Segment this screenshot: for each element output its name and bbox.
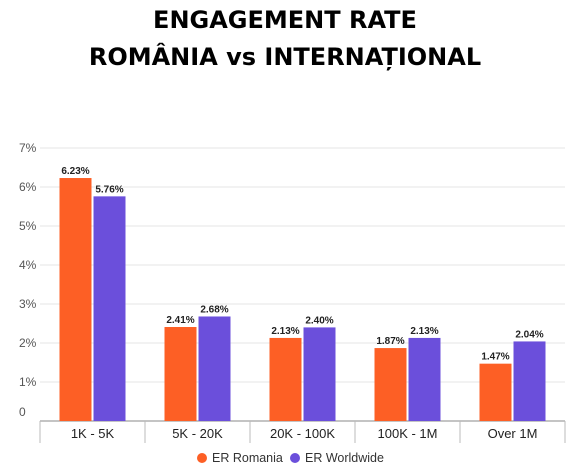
data-label: 1.87% bbox=[376, 336, 404, 347]
bar-worldwide bbox=[93, 196, 126, 421]
bar-worldwide bbox=[408, 337, 441, 421]
legend-label: ER Romania bbox=[212, 451, 283, 465]
data-label: 2.68% bbox=[200, 304, 228, 315]
bar-romania bbox=[164, 327, 197, 421]
y-tick-label: 5% bbox=[19, 219, 37, 233]
data-label: 2.40% bbox=[305, 315, 333, 326]
bar-worldwide bbox=[198, 316, 231, 421]
y-tick-label: 1% bbox=[19, 375, 37, 389]
chart-title-line-1: ENGAGEMENT RATE bbox=[153, 6, 417, 34]
data-label: 5.76% bbox=[95, 184, 123, 195]
y-tick-label: 4% bbox=[19, 258, 37, 272]
bar-romania bbox=[59, 178, 92, 421]
bar-romania bbox=[374, 348, 407, 421]
y-tick-label: 6% bbox=[19, 180, 37, 194]
chart-title-line-2: ROMÂNIA vs INTERNAȚIONAL bbox=[88, 43, 482, 71]
data-label: 2.13% bbox=[271, 326, 299, 337]
legend-label: ER Worldwide bbox=[305, 451, 384, 465]
data-label: 2.04% bbox=[515, 329, 543, 340]
x-tick-label: 20K - 100K bbox=[270, 426, 335, 441]
x-tick-label: 100K - 1M bbox=[378, 426, 438, 441]
bar-romania bbox=[479, 363, 512, 421]
y-tick-label: 3% bbox=[19, 297, 37, 311]
data-label: 1.47% bbox=[481, 352, 509, 363]
x-tick-label: 5K - 20K bbox=[172, 426, 223, 441]
chart-title: ENGAGEMENT RATE ROMÂNIA vs INTERNAȚIONAL bbox=[0, 2, 570, 76]
y-tick-label: 0 bbox=[19, 405, 26, 419]
legend-marker bbox=[290, 453, 300, 463]
bar-worldwide bbox=[513, 341, 546, 421]
y-tick-label: 7% bbox=[19, 141, 37, 155]
data-label: 2.13% bbox=[410, 326, 438, 337]
bar-worldwide bbox=[303, 327, 336, 421]
x-tick-label: Over 1M bbox=[488, 426, 538, 441]
data-label: 6.23% bbox=[61, 166, 89, 177]
legend-marker bbox=[197, 453, 207, 463]
x-tick-label: 1K - 5K bbox=[71, 426, 115, 441]
bar-romania bbox=[269, 337, 302, 421]
data-label: 2.41% bbox=[166, 315, 194, 326]
y-tick-label: 2% bbox=[19, 336, 37, 350]
